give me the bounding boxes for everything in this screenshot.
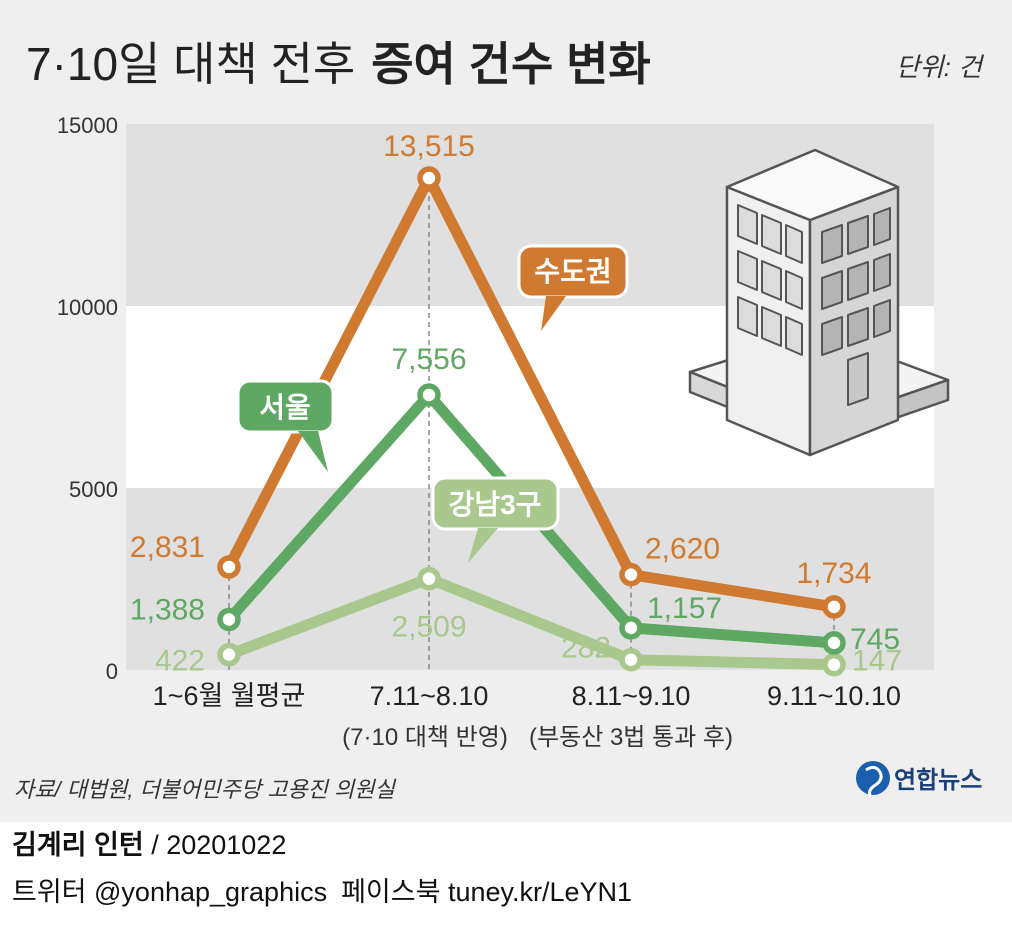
chart-title: 7·10일 대책 전후 증여 건수 변화: [26, 38, 651, 90]
callout-metro: 수도권: [517, 244, 629, 331]
twitter-handle: 트위터 @yonhap_graphics: [12, 877, 328, 907]
point-seoul-3: [822, 631, 846, 655]
value-label-metro-1: 13,515: [383, 130, 475, 163]
point-metro-3: [822, 595, 846, 619]
x-tick-2: 8.11~9.10: [572, 681, 691, 711]
callout-metro-label: 수도권: [534, 256, 611, 287]
x-note-2: (부동산 3법 통과 후): [529, 724, 733, 751]
credit-social-line: 트위터 @yonhap_graphics 페이스북 tuney.kr/LeYN1: [12, 870, 646, 909]
x-note-1: (7·10 대책 반영): [342, 724, 508, 751]
point-metro-1: [417, 166, 441, 190]
point-metro-0: [217, 555, 241, 579]
value-label-seoul-0: 1,388: [130, 593, 205, 626]
value-label-gangnam-0: 422: [155, 645, 205, 678]
x-tick-0: 1~6월 월평균: [153, 681, 306, 711]
point-gangnam-0: [217, 642, 241, 667]
x-axis-labels: 1~6월 월평균 7.11~8.10 (7·10 대책 반영) 8.11~9.10 (부…: [153, 681, 901, 751]
logo-text: 연합뉴스: [894, 767, 982, 794]
value-label-seoul-2: 1,157: [647, 592, 722, 625]
credit-author-line: 김계리 인턴 / 20201022: [12, 823, 286, 862]
y-tick-10000: 10000: [57, 295, 118, 320]
callout-seoul: 서울: [236, 379, 335, 472]
x-tick-3: 9.11~10.10: [767, 681, 901, 711]
value-label-seoul-3: 745: [850, 623, 900, 656]
publish-date: / 20201022: [143, 830, 287, 860]
line-chart: 7·10일 대책 전후 증여 건수 변화 단위: 건 15000 10000 50…: [14, 38, 985, 802]
facebook-link: 페이스북 tuney.kr/LeYN1: [341, 877, 633, 907]
value-label-gangnam-3: 147: [852, 645, 902, 678]
author-name: 김계리 인턴: [12, 830, 144, 860]
y-tick-0: 0: [106, 659, 118, 684]
title-light: 7·10일 대책 전후: [26, 38, 355, 90]
value-label-metro-2: 2,620: [645, 533, 720, 566]
point-gangnam-2: [619, 647, 643, 672]
yonhap-logo: 연합뉴스: [856, 761, 982, 797]
point-gangnam-3: [822, 652, 846, 677]
y-tick-5000: 5000: [69, 477, 118, 502]
unit-label: 단위: 건: [896, 52, 985, 82]
value-label-gangnam-2: 282: [561, 632, 611, 665]
y-tick-15000: 15000: [57, 113, 118, 138]
value-label-metro-3: 1,734: [796, 557, 871, 590]
data-labels: 2,831 13,515 2,620 1,734 1,388 7,556 1,157 745 4…: [130, 130, 902, 678]
callout-gangnam: 강남3구: [431, 476, 560, 563]
logo-icon: [856, 761, 890, 795]
point-seoul-2: [619, 616, 643, 640]
point-seoul-1: [417, 383, 441, 407]
source-note: 자료/ 대법원, 더불어민주당 고용진 의원실: [14, 777, 397, 802]
building-illustration: [688, 148, 950, 457]
series-line-metro: [223, 172, 840, 613]
point-seoul-0: [217, 607, 241, 632]
title-bold: 증여 건수 변화: [371, 38, 650, 90]
value-label-gangnam-1: 2,509: [391, 611, 466, 644]
series-line-gangnam: [223, 573, 840, 671]
value-label-metro-0: 2,831: [130, 531, 205, 564]
callout-seoul-label: 서울: [259, 392, 311, 423]
value-label-seoul-1: 7,556: [391, 343, 466, 376]
series-points: [217, 166, 846, 677]
x-tick-1: 7.11~8.10: [370, 681, 489, 711]
point-metro-2: [619, 562, 643, 587]
callout-gangnam-label: 강남3구: [449, 489, 542, 520]
point-gangnam-1: [417, 566, 441, 591]
